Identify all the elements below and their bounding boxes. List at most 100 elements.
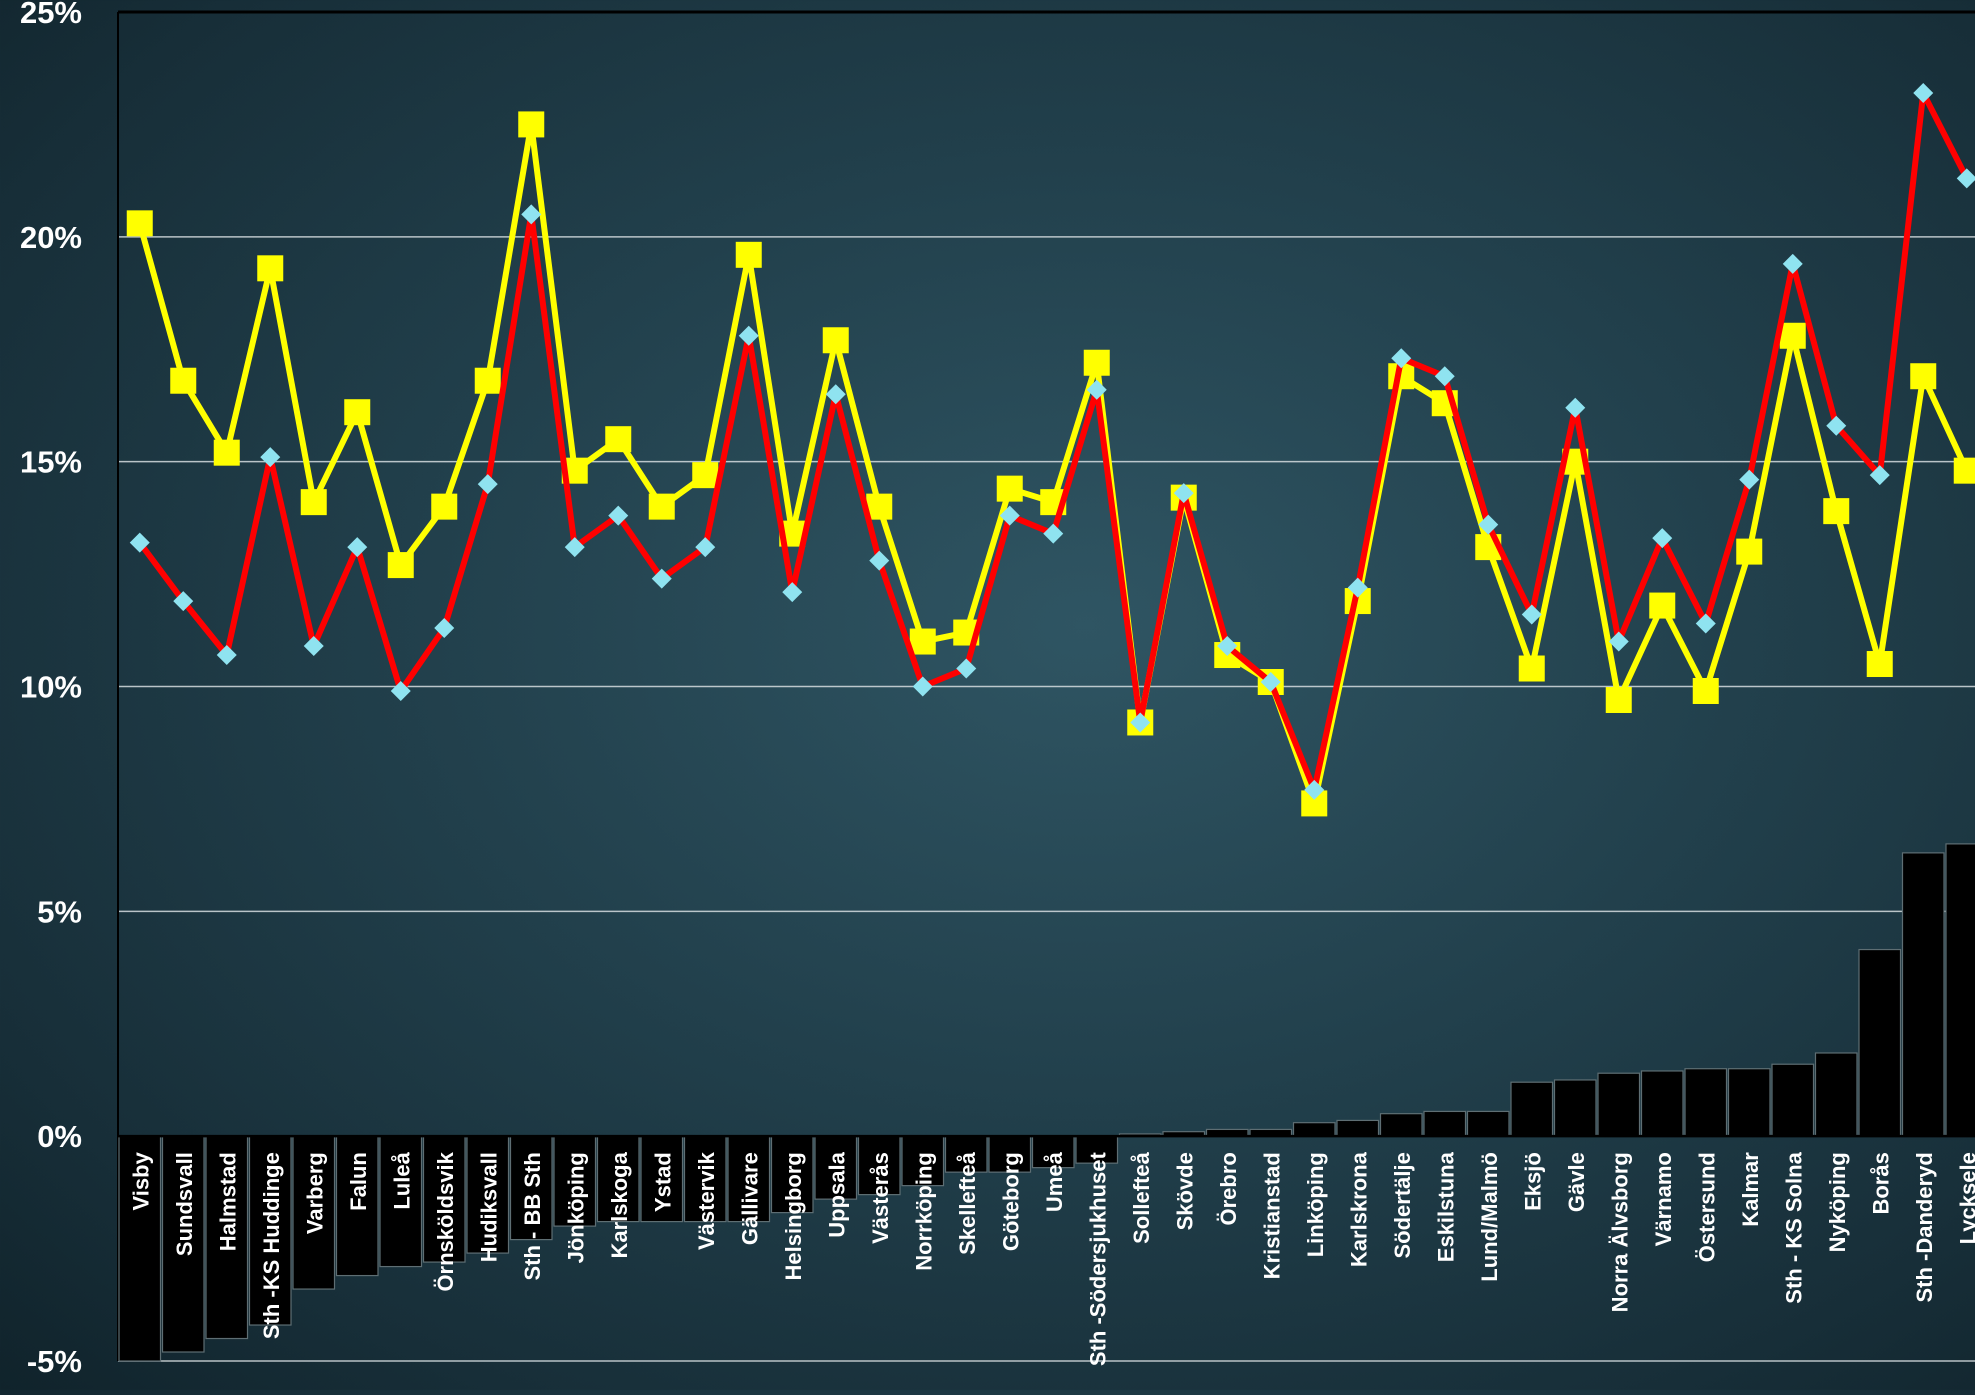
bar [857,1135,901,1196]
bar [553,1135,597,1227]
diamond-marker [434,618,455,639]
square-marker [648,493,675,520]
bar [1684,1068,1728,1137]
bar [640,1135,684,1223]
diamond-marker [1913,82,1934,103]
square-marker [866,493,893,520]
category-label: Örnsköldsvik [433,1151,458,1291]
bar-series [118,843,1975,1362]
category-label: Östersund [1695,1152,1720,1262]
square-marker [1518,655,1545,682]
bar [1336,1119,1380,1137]
diamond-marker [216,645,237,666]
bar [509,1135,553,1241]
bar [1379,1113,1423,1137]
square-marker [344,399,371,426]
category-label: Borås [1869,1152,1894,1214]
series-line [136,121,1970,807]
category-label: Kalmar [1738,1152,1763,1227]
category-label: Halmstad [216,1152,241,1251]
diamond-marker [1086,379,1107,400]
category-label: Sth -Södersjukhuset [1086,1151,1111,1366]
diamond-marker [1173,483,1194,504]
bar [292,1135,336,1290]
category-label: Sth -KS Huddinge [259,1152,284,1339]
category-label: Örebro [1216,1152,1241,1225]
category-label: Norra Älvsborg [1608,1152,1633,1312]
category-label: Sollefteå [1129,1151,1154,1243]
square-marker [1910,363,1937,390]
bar [1423,1110,1467,1137]
category-label: Ystad [651,1152,676,1212]
diamond-marker [738,325,759,346]
square-marker [1083,349,1110,376]
diamond-marker [695,537,716,558]
diamond-marker [1652,528,1673,549]
bar [1292,1122,1336,1137]
square-marker [1736,538,1763,565]
category-label: Värnamo [1651,1152,1676,1246]
category-label: Sth - BB Sth [520,1152,545,1280]
bar [1075,1135,1119,1164]
square-marker [1866,651,1893,678]
category-label: Umeå [1042,1151,1067,1212]
square-marker [735,241,762,268]
diamond-marker [1217,636,1238,657]
diamond-marker [1782,253,1803,274]
square-marker [1605,686,1632,713]
diamond-marker [1869,465,1890,486]
bar [466,1135,510,1254]
category-labels: Visby Sundsvall Halmstad Sth -KS Huddinge Va… [129,1151,1975,1366]
square-marker [996,475,1023,502]
bar [422,1135,466,1263]
square-marker [1823,498,1850,525]
bar [988,1135,1032,1173]
category-label: Falun [346,1152,371,1211]
diamond-marker [1478,514,1499,535]
category-label: Linköping [1303,1152,1328,1257]
square-marker [1953,457,1975,484]
bar [1553,1079,1597,1137]
category-label: Uppsala [825,1151,850,1237]
category-label: Karlskoga [607,1151,632,1258]
yellow-line-series [126,111,1975,817]
diamond-marker [782,582,803,603]
square-marker [518,111,545,138]
diamond-marker [173,591,194,612]
diamond-marker [303,636,324,657]
y-tick-label: 5% [37,894,82,929]
bar [161,1135,205,1353]
category-label: Karlskrona [1347,1151,1372,1267]
bar [1858,948,1902,1137]
bar [944,1135,988,1173]
category-label: Skövde [1173,1152,1198,1230]
category-label: Hudiksvall [477,1152,502,1262]
diamond-marker [1130,712,1151,733]
square-marker [1692,677,1719,704]
category-label: Gällivare [738,1152,763,1245]
diamond-marker [260,447,281,468]
square-marker [822,327,849,354]
diamond-marker [521,204,542,225]
diamond-marker [956,658,977,679]
diamond-marker [1695,613,1716,634]
square-marker [909,628,936,655]
square-marker [605,426,632,453]
category-label: Gävle [1564,1152,1589,1212]
square-marker [1779,322,1806,349]
diamond-marker [1956,168,1975,189]
category-label: Västerås [868,1152,893,1244]
y-tick-label: 10% [20,670,82,705]
diamond-marker [1304,779,1325,800]
category-label: Nyköping [1825,1152,1850,1252]
diamond-marker [1434,366,1455,387]
diamond-marker [477,474,498,495]
category-label: Lycksele [1956,1152,1975,1244]
square-marker [213,439,240,466]
diamond-marker [1347,577,1368,598]
category-label: Sth - KS Solna [1782,1151,1807,1303]
category-label: Skellefteå [955,1151,980,1254]
y-tick-label: -5% [27,1344,82,1379]
diamond-marker [608,505,629,526]
